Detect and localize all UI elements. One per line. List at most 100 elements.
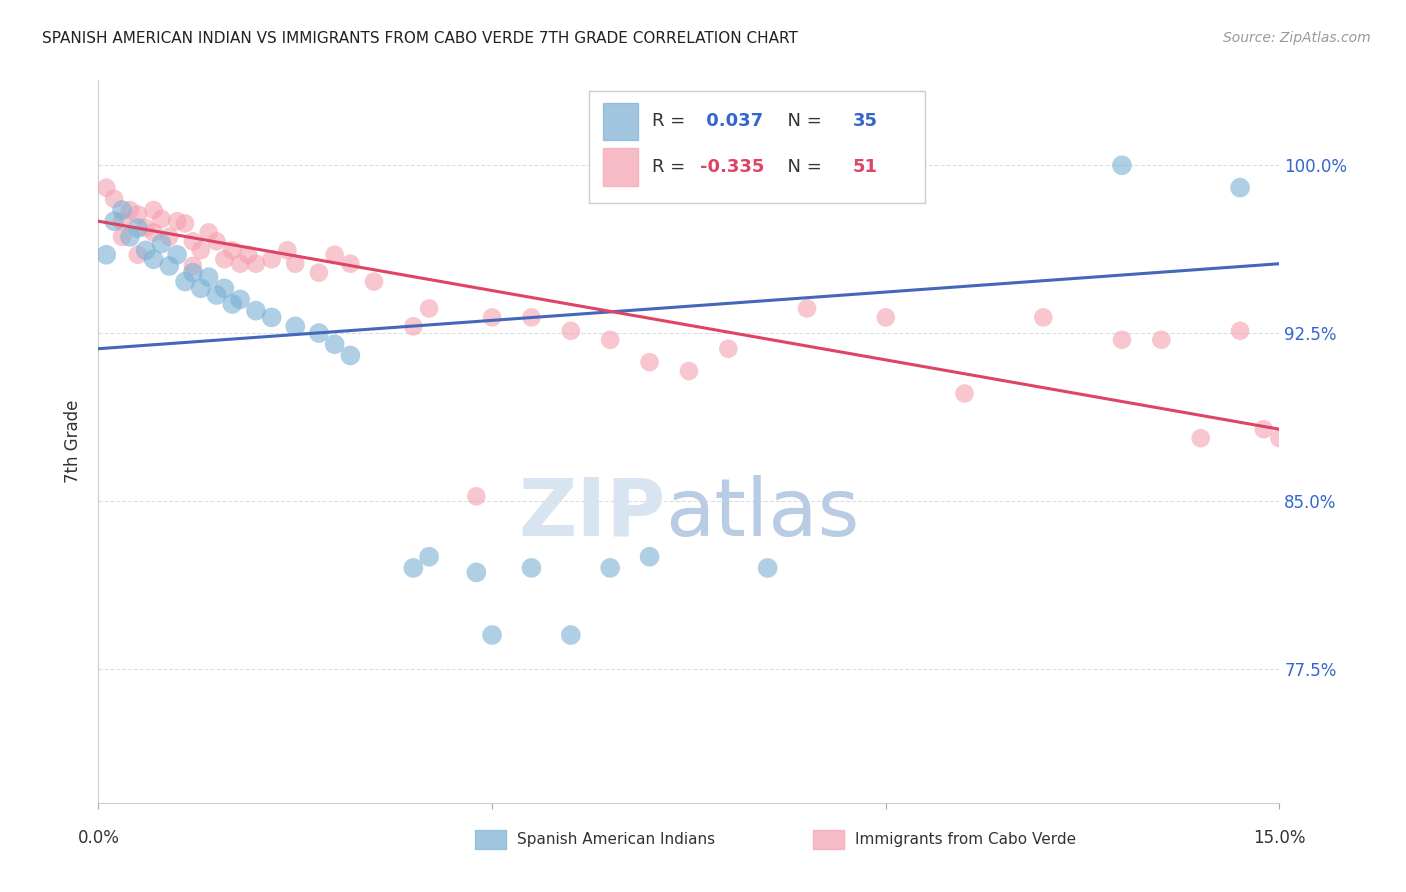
Text: R =: R = (652, 112, 692, 130)
Point (756, 561, 779, 575)
Point (638, 355, 661, 369)
Text: SPANISH AMERICAN INDIAN VS IMMIGRANTS FROM CABO VERDE 7TH GRADE CORRELATION CHAR: SPANISH AMERICAN INDIAN VS IMMIGRANTS FR… (42, 31, 799, 46)
Bar (603, 103, 638, 140)
Text: Immigrants from Cabo Verde: Immigrants from Cabo Verde (855, 832, 1076, 847)
Point (599, 561, 621, 575)
Text: 0.0%: 0.0% (77, 829, 120, 847)
Text: 0.037: 0.037 (700, 112, 762, 130)
Point (1229, 324, 1251, 338)
Point (181, 259, 204, 273)
Point (197, 226, 219, 240)
Point (465, 566, 488, 580)
Point (190, 281, 212, 295)
Point (953, 386, 976, 401)
Point (111, 214, 134, 228)
Point (1150, 333, 1173, 347)
Point (308, 266, 330, 280)
Point (190, 244, 212, 258)
Point (481, 310, 503, 325)
Point (221, 244, 243, 258)
Point (96, 248, 118, 262)
Point (599, 333, 621, 347)
Bar (475, 830, 506, 849)
Point (142, 226, 165, 240)
Point (166, 214, 188, 228)
Point (103, 192, 125, 206)
Point (127, 221, 149, 235)
Point (678, 364, 700, 378)
Text: R =: R = (652, 158, 692, 176)
Bar (813, 830, 844, 849)
Point (402, 561, 425, 575)
Point (418, 301, 440, 316)
Point (181, 266, 204, 280)
Point (214, 281, 236, 295)
Point (174, 275, 197, 289)
Point (205, 288, 228, 302)
Point (560, 628, 582, 642)
Point (111, 202, 134, 217)
Point (214, 252, 236, 267)
Text: N =: N = (776, 158, 828, 176)
Point (717, 342, 740, 356)
Point (142, 252, 165, 267)
Point (276, 244, 298, 258)
Text: Source: ZipAtlas.com: Source: ZipAtlas.com (1223, 31, 1371, 45)
Text: Spanish American Indians: Spanish American Indians (517, 832, 716, 847)
Text: 35: 35 (853, 112, 879, 130)
Point (323, 337, 346, 351)
Point (1268, 431, 1291, 445)
Point (174, 216, 197, 230)
Point (111, 230, 134, 244)
Point (221, 297, 243, 311)
Point (796, 301, 818, 316)
Point (638, 549, 661, 564)
Point (520, 561, 543, 575)
Point (157, 259, 180, 273)
Bar (603, 148, 638, 186)
Point (363, 275, 385, 289)
Point (465, 489, 488, 503)
Point (181, 235, 204, 249)
Point (875, 310, 897, 325)
Text: ZIP: ZIP (517, 475, 665, 553)
Point (103, 214, 125, 228)
Point (229, 257, 252, 271)
Point (157, 230, 180, 244)
Point (1032, 310, 1054, 325)
Point (150, 211, 173, 226)
Point (236, 248, 259, 262)
Point (402, 319, 425, 334)
Point (323, 248, 346, 262)
Point (1111, 158, 1133, 172)
Point (284, 257, 307, 271)
Text: atlas: atlas (665, 475, 859, 553)
Point (481, 628, 503, 642)
Point (150, 236, 173, 251)
Point (135, 221, 157, 235)
Y-axis label: 7th Grade: 7th Grade (65, 400, 83, 483)
Point (339, 348, 361, 362)
Text: 51: 51 (853, 158, 879, 176)
Point (127, 207, 149, 221)
Point (260, 310, 283, 325)
Point (127, 248, 149, 262)
Point (1229, 180, 1251, 194)
Point (142, 202, 165, 217)
Point (245, 257, 267, 271)
Point (560, 324, 582, 338)
Point (339, 257, 361, 271)
Point (1111, 333, 1133, 347)
Point (1189, 431, 1212, 445)
Text: 15.0%: 15.0% (1253, 829, 1306, 847)
Point (308, 326, 330, 340)
Point (245, 303, 267, 318)
Point (229, 293, 252, 307)
Point (118, 230, 141, 244)
Point (135, 244, 157, 258)
Point (166, 248, 188, 262)
Text: N =: N = (776, 112, 828, 130)
Point (284, 319, 307, 334)
Point (118, 202, 141, 217)
FancyBboxPatch shape (589, 91, 925, 203)
